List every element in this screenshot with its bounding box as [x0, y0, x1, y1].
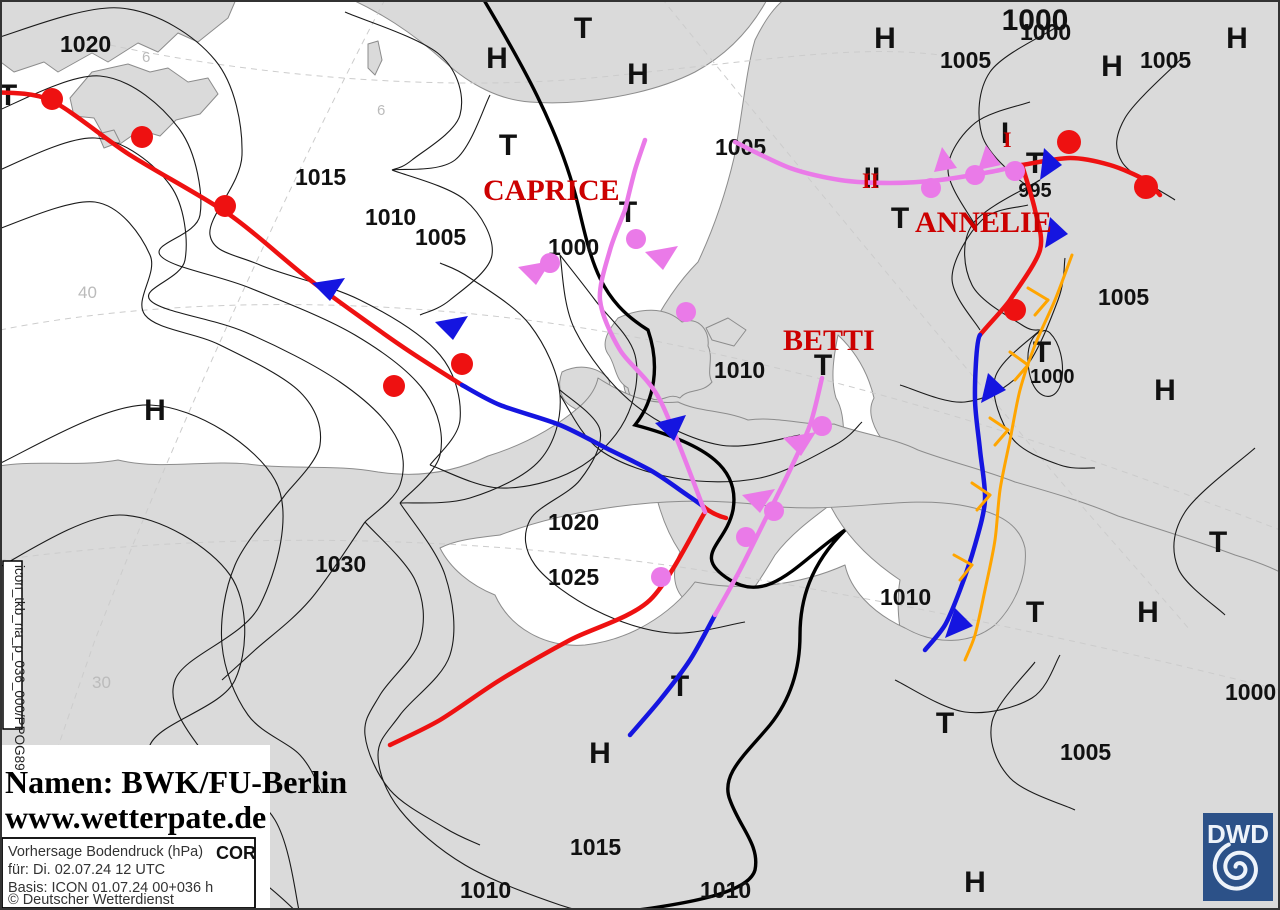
- svg-text:1015: 1015: [295, 164, 346, 190]
- svg-text:30: 30: [92, 673, 111, 692]
- svg-text:H: H: [589, 737, 611, 770]
- svg-text:I: I: [1003, 127, 1012, 152]
- svg-text:T: T: [574, 12, 592, 45]
- svg-text:1010: 1010: [365, 204, 416, 230]
- svg-text:H: H: [964, 866, 986, 899]
- svg-text:BETTI: BETTI: [783, 324, 875, 357]
- svg-text:COR: COR: [216, 843, 256, 863]
- svg-text:T: T: [499, 129, 517, 162]
- svg-text:1010: 1010: [880, 584, 931, 610]
- svg-text:1020: 1020: [548, 509, 599, 535]
- svg-text:ANNELIE: ANNELIE: [915, 206, 1052, 239]
- svg-text:1015: 1015: [570, 834, 621, 860]
- svg-text:T: T: [891, 202, 909, 235]
- svg-text:1020: 1020: [60, 31, 111, 57]
- svg-text:H: H: [1101, 50, 1123, 83]
- svg-text:H: H: [486, 42, 508, 75]
- svg-text:40: 40: [78, 283, 97, 302]
- svg-text:Vorhersage Bodendruck (hPa): Vorhersage Bodendruck (hPa): [8, 844, 203, 860]
- svg-text:H: H: [1226, 22, 1248, 55]
- svg-text:995: 995: [1018, 180, 1051, 202]
- svg-text:1005: 1005: [1060, 739, 1111, 765]
- svg-text:1025: 1025: [548, 564, 599, 590]
- svg-text:H: H: [1154, 374, 1176, 407]
- svg-text:T: T: [1209, 526, 1227, 559]
- svg-text:1010: 1010: [714, 357, 765, 383]
- svg-text:Namen: BWK/FU-Berlin: Namen: BWK/FU-Berlin: [5, 764, 347, 800]
- svg-text:für: Di. 02.07.24 12 UTC: für: Di. 02.07.24 12 UTC: [8, 862, 165, 878]
- svg-text:T: T: [1026, 596, 1044, 629]
- svg-text:1000: 1000: [1225, 679, 1276, 705]
- svg-text:H: H: [1137, 596, 1159, 629]
- svg-text:www.wetterpate.de: www.wetterpate.de: [5, 799, 266, 835]
- svg-text:1000: 1000: [1002, 4, 1069, 37]
- svg-text:© Deutscher Wetterdienst: © Deutscher Wetterdienst: [8, 892, 174, 908]
- svg-text:1005: 1005: [1098, 284, 1149, 310]
- svg-text:1005: 1005: [415, 224, 466, 250]
- svg-text:II: II: [862, 168, 879, 193]
- svg-text:1010: 1010: [700, 877, 751, 903]
- svg-text:1005: 1005: [940, 47, 991, 73]
- svg-text:T: T: [936, 707, 954, 740]
- svg-text:H: H: [874, 22, 896, 55]
- svg-text:1010: 1010: [460, 877, 511, 903]
- svg-text:DWD: DWD: [1207, 819, 1269, 849]
- svg-text:CAPRICE: CAPRICE: [483, 174, 620, 207]
- svg-text:H: H: [627, 58, 649, 91]
- svg-text:icon_tkb_na_p_036_000/PPOG89: icon_tkb_na_p_036_000/PPOG89: [12, 565, 27, 771]
- svg-text:1000: 1000: [1030, 366, 1075, 388]
- svg-text:H: H: [144, 394, 166, 427]
- svg-text:T: T: [0, 79, 17, 112]
- svg-text:6: 6: [142, 49, 150, 66]
- svg-text:1030: 1030: [315, 551, 366, 577]
- svg-text:1005: 1005: [1140, 47, 1191, 73]
- svg-text:6: 6: [377, 102, 385, 119]
